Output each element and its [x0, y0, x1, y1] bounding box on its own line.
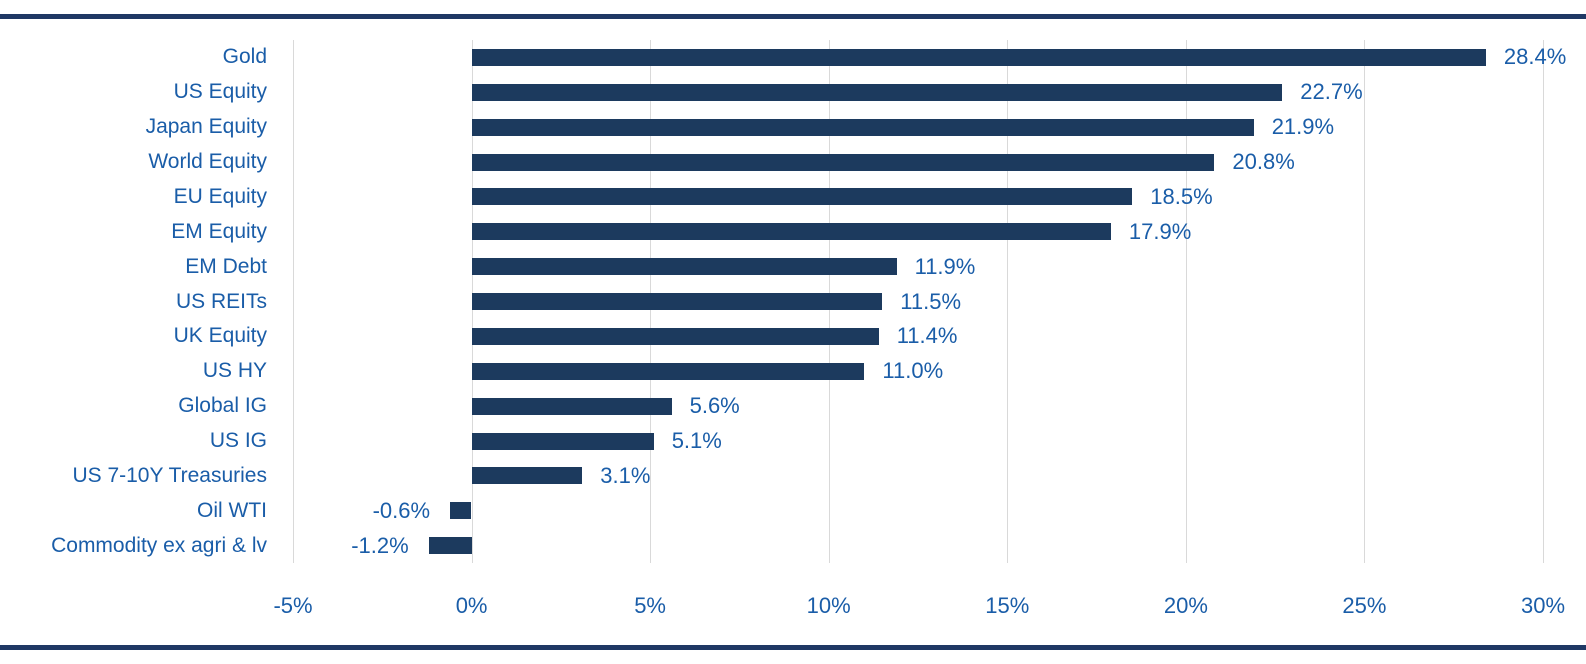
- category-label: Global IG: [178, 394, 267, 418]
- bar-us-7-10y-treasuries: [471, 467, 583, 485]
- x-tick-label: 0%: [455, 593, 488, 618]
- value-label: 11.5%: [900, 288, 962, 314]
- bar-us-hy: [471, 362, 865, 380]
- plot-area: 28.4% 22.7% 21.9% 20.8% 18.5% 17.9% 11.9% 11.5%…: [293, 40, 1566, 563]
- category-label: EM Equity: [171, 219, 267, 243]
- value-label: 17.9%: [1128, 218, 1192, 244]
- x-tick-label: 20%: [1163, 593, 1208, 618]
- x-tick-label: 10%: [806, 593, 851, 618]
- category-label: UK Equity: [173, 324, 267, 348]
- category-label: US Equity: [173, 80, 267, 104]
- value-label: 21.9%: [1271, 114, 1335, 140]
- category-label: Oil WTI: [197, 498, 267, 522]
- gridline-30: [1543, 40, 1544, 563]
- top-rule: [0, 14, 1586, 19]
- value-label: 22.7%: [1300, 79, 1363, 105]
- x-tick-label: 25%: [1342, 593, 1387, 618]
- x-axis: -5% 0% 5% 10% 15% 20% 25% 30%: [273, 592, 1565, 622]
- gridline--5: [293, 40, 294, 563]
- value-label: 5.6%: [689, 393, 740, 419]
- x-tick-label: 30%: [1520, 593, 1566, 618]
- bar-japan-equity: [471, 118, 1254, 136]
- value-label: 5.1%: [671, 428, 722, 453]
- bar-us-reits: [471, 293, 883, 310]
- bar-world-equity: [471, 153, 1215, 171]
- category-axis: Gold US Equity Japan Equity World Equity EU …: [0, 40, 270, 563]
- category-label: EU Equity: [173, 184, 267, 208]
- category-label: US REITs: [175, 289, 267, 313]
- category-label: EM Debt: [185, 254, 267, 278]
- bar-us-ig: [471, 432, 654, 450]
- category-label: US IG: [209, 429, 267, 452]
- value-label: 11.9%: [914, 253, 976, 279]
- bar-commodity-ex-agri-lv: [428, 537, 472, 555]
- gridline-15: [1007, 40, 1009, 563]
- value-label: 11.0%: [882, 358, 944, 384]
- category-label: US 7-10Y Treasuries: [72, 463, 267, 487]
- x-tick-label: 5%: [634, 593, 666, 618]
- bar-oil-wti: [450, 502, 472, 520]
- bar-eu-equity: [471, 188, 1133, 206]
- bar-global-ig: [471, 397, 672, 415]
- value-label: -1.2%: [351, 532, 409, 558]
- value-label: 28.4%: [1503, 44, 1567, 70]
- bottom-rule: [0, 645, 1586, 650]
- x-tick-label: 15%: [985, 593, 1030, 618]
- bar-gold: [471, 48, 1486, 66]
- bar-em-equity: [471, 223, 1111, 241]
- category-label: US HY: [202, 359, 267, 383]
- bar-uk-equity: [471, 327, 879, 345]
- value-label: 20.8%: [1232, 149, 1295, 174]
- category-label: Commodity ex agri & lv: [51, 533, 267, 557]
- category-label: World Equity: [148, 150, 267, 173]
- value-label: -0.6%: [372, 497, 431, 523]
- gridline-20: [1185, 40, 1187, 563]
- x-tick-label: -5%: [273, 593, 313, 618]
- value-label: 18.5%: [1150, 183, 1213, 209]
- value-label: 3.1%: [600, 462, 651, 488]
- value-label: 11.4%: [896, 323, 958, 349]
- gridline-25: [1364, 40, 1366, 563]
- category-label: Gold: [222, 45, 267, 69]
- bar-em-debt: [471, 258, 897, 276]
- category-label: Japan Equity: [145, 115, 267, 139]
- bar-us-equity: [471, 83, 1283, 101]
